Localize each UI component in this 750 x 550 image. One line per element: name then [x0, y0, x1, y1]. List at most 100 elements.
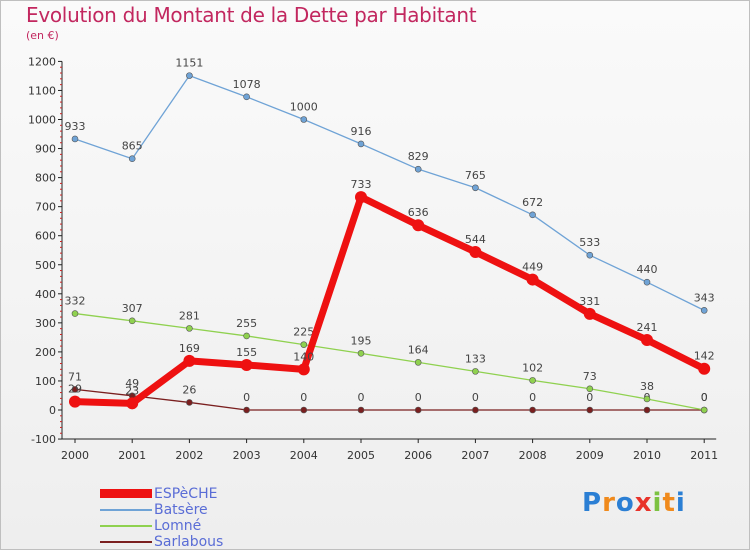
data-label-batsre: 765 — [465, 169, 486, 182]
data-point-espche — [412, 219, 425, 232]
y-tick-label: 1000 — [28, 114, 56, 127]
data-point-batsre — [357, 140, 365, 148]
y-tick-label: 400 — [35, 288, 56, 301]
x-tick-label: 2001 — [118, 449, 146, 462]
data-point-sarlabous — [186, 399, 193, 406]
data-label-espche: 29 — [68, 383, 82, 396]
data-label-sarlabous: 0 — [472, 391, 479, 404]
data-point-lomn — [529, 377, 536, 384]
data-point-sarlabous — [243, 406, 250, 414]
y-tick-label: 700 — [35, 201, 56, 214]
series-line-espche — [71, 193, 708, 407]
legend-swatch-lomne — [100, 525, 152, 527]
data-point-sarlabous — [71, 386, 79, 393]
data-point-lomn — [700, 406, 708, 414]
y-tick-label: 1200 — [28, 55, 56, 68]
data-point-batsre — [700, 307, 708, 314]
legend-item-batsere: Batsère — [100, 502, 300, 518]
data-label-sarlabous: 71 — [68, 370, 82, 383]
data-label-espche: 169 — [179, 342, 200, 355]
data-label-lomn: 281 — [179, 309, 200, 322]
y-tick-label: 500 — [35, 259, 56, 272]
x-tick-label: 2003 — [233, 449, 261, 462]
data-point-lomn — [300, 341, 308, 348]
data-label-lomn: 164 — [408, 343, 429, 356]
data-label-batsre: 343 — [694, 291, 715, 304]
data-label-espche: 140 — [293, 350, 314, 363]
data-point-espche — [641, 333, 653, 346]
legend-label-lomne: Lomné — [154, 518, 202, 534]
data-label-lomn: 38 — [640, 380, 654, 393]
data-label-espche: 155 — [236, 346, 257, 359]
data-label-lomn: 0 — [701, 391, 708, 404]
data-point-lomn — [357, 350, 365, 357]
legend-swatch-espeche — [100, 489, 152, 498]
data-label-batsre: 916 — [351, 125, 372, 138]
data-point-sarlabous — [300, 406, 308, 414]
data-label-espche: 331 — [579, 295, 600, 308]
data-label-espche: 636 — [408, 206, 429, 219]
data-point-lomn — [128, 317, 136, 325]
data-label-lomn: 102 — [522, 361, 543, 374]
x-tick-label: 2002 — [175, 449, 203, 462]
data-point-batsre — [586, 251, 594, 259]
x-tick-label: 2011 — [690, 449, 718, 462]
data-point-sarlabous — [357, 406, 365, 414]
legend-label-batsere: Batsère — [154, 502, 208, 518]
data-point-batsre — [414, 165, 422, 173]
legend-label-sarlabous: Sarlabous — [154, 534, 224, 550]
data-point-batsre — [71, 135, 79, 143]
data-point-lomn — [186, 325, 193, 332]
x-tick-label: 2004 — [290, 449, 318, 462]
data-point-batsre — [643, 278, 651, 286]
series-line-sarlabous — [74, 388, 705, 411]
data-point-lomn — [472, 368, 479, 375]
data-label-batsre: 865 — [122, 140, 143, 153]
data-point-sarlabous — [529, 406, 536, 414]
data-point-espche — [698, 362, 711, 375]
chart-title: Evolution du Montant de la Dette par Hab… — [26, 3, 477, 27]
legend-item-espeche: ESPèCHE — [100, 486, 300, 502]
data-point-sarlabous — [643, 406, 651, 414]
y-tick-label: 900 — [35, 143, 56, 156]
data-label-batsre: 672 — [522, 196, 543, 209]
data-point-espche — [583, 307, 596, 320]
data-point-lomn — [414, 359, 422, 366]
data-label-batsre: 1078 — [233, 78, 261, 91]
data-point-batsre — [472, 184, 479, 192]
data-label-espche: 23 — [125, 384, 139, 397]
data-point-sarlabous — [472, 406, 479, 414]
data-label-sarlabous: 0 — [586, 391, 593, 404]
data-point-lomn — [71, 310, 79, 317]
data-label-batsre: 829 — [408, 150, 429, 163]
data-label-lomn: 225 — [293, 326, 314, 339]
data-label-batsre: 1151 — [175, 57, 203, 70]
chart-subtitle: (en €) — [26, 29, 59, 42]
data-point-sarlabous — [586, 406, 594, 414]
data-point-lomn — [243, 332, 250, 340]
x-tick-label: 2009 — [576, 449, 604, 462]
data-label-lomn: 133 — [465, 352, 486, 365]
proxiti-logo: Proxiti — [582, 488, 686, 518]
data-label-espche: 733 — [351, 178, 372, 191]
data-label-lomn: 195 — [351, 334, 372, 347]
y-tick-label: -100 — [31, 433, 56, 446]
x-tick-label: 2006 — [404, 449, 432, 462]
y-tick-label: 600 — [35, 230, 56, 243]
y-tick-label: 800 — [35, 172, 56, 185]
data-label-batsre: 933 — [65, 120, 86, 133]
data-point-batsre — [128, 155, 136, 163]
data-label-lomn: 73 — [583, 370, 597, 383]
data-point-espche — [297, 363, 310, 376]
data-point-lomn — [586, 385, 594, 393]
legend-item-lomne: Lomné — [100, 518, 300, 534]
data-point-batsre — [186, 72, 193, 79]
data-label-batsre: 440 — [637, 263, 658, 276]
data-point-sarlabous — [414, 406, 422, 414]
data-label-espche: 142 — [694, 350, 715, 363]
data-point-espche — [183, 354, 196, 367]
legend-swatch-batsere — [100, 509, 152, 511]
data-point-batsre — [243, 93, 250, 101]
data-label-sarlabous: 26 — [182, 383, 196, 396]
